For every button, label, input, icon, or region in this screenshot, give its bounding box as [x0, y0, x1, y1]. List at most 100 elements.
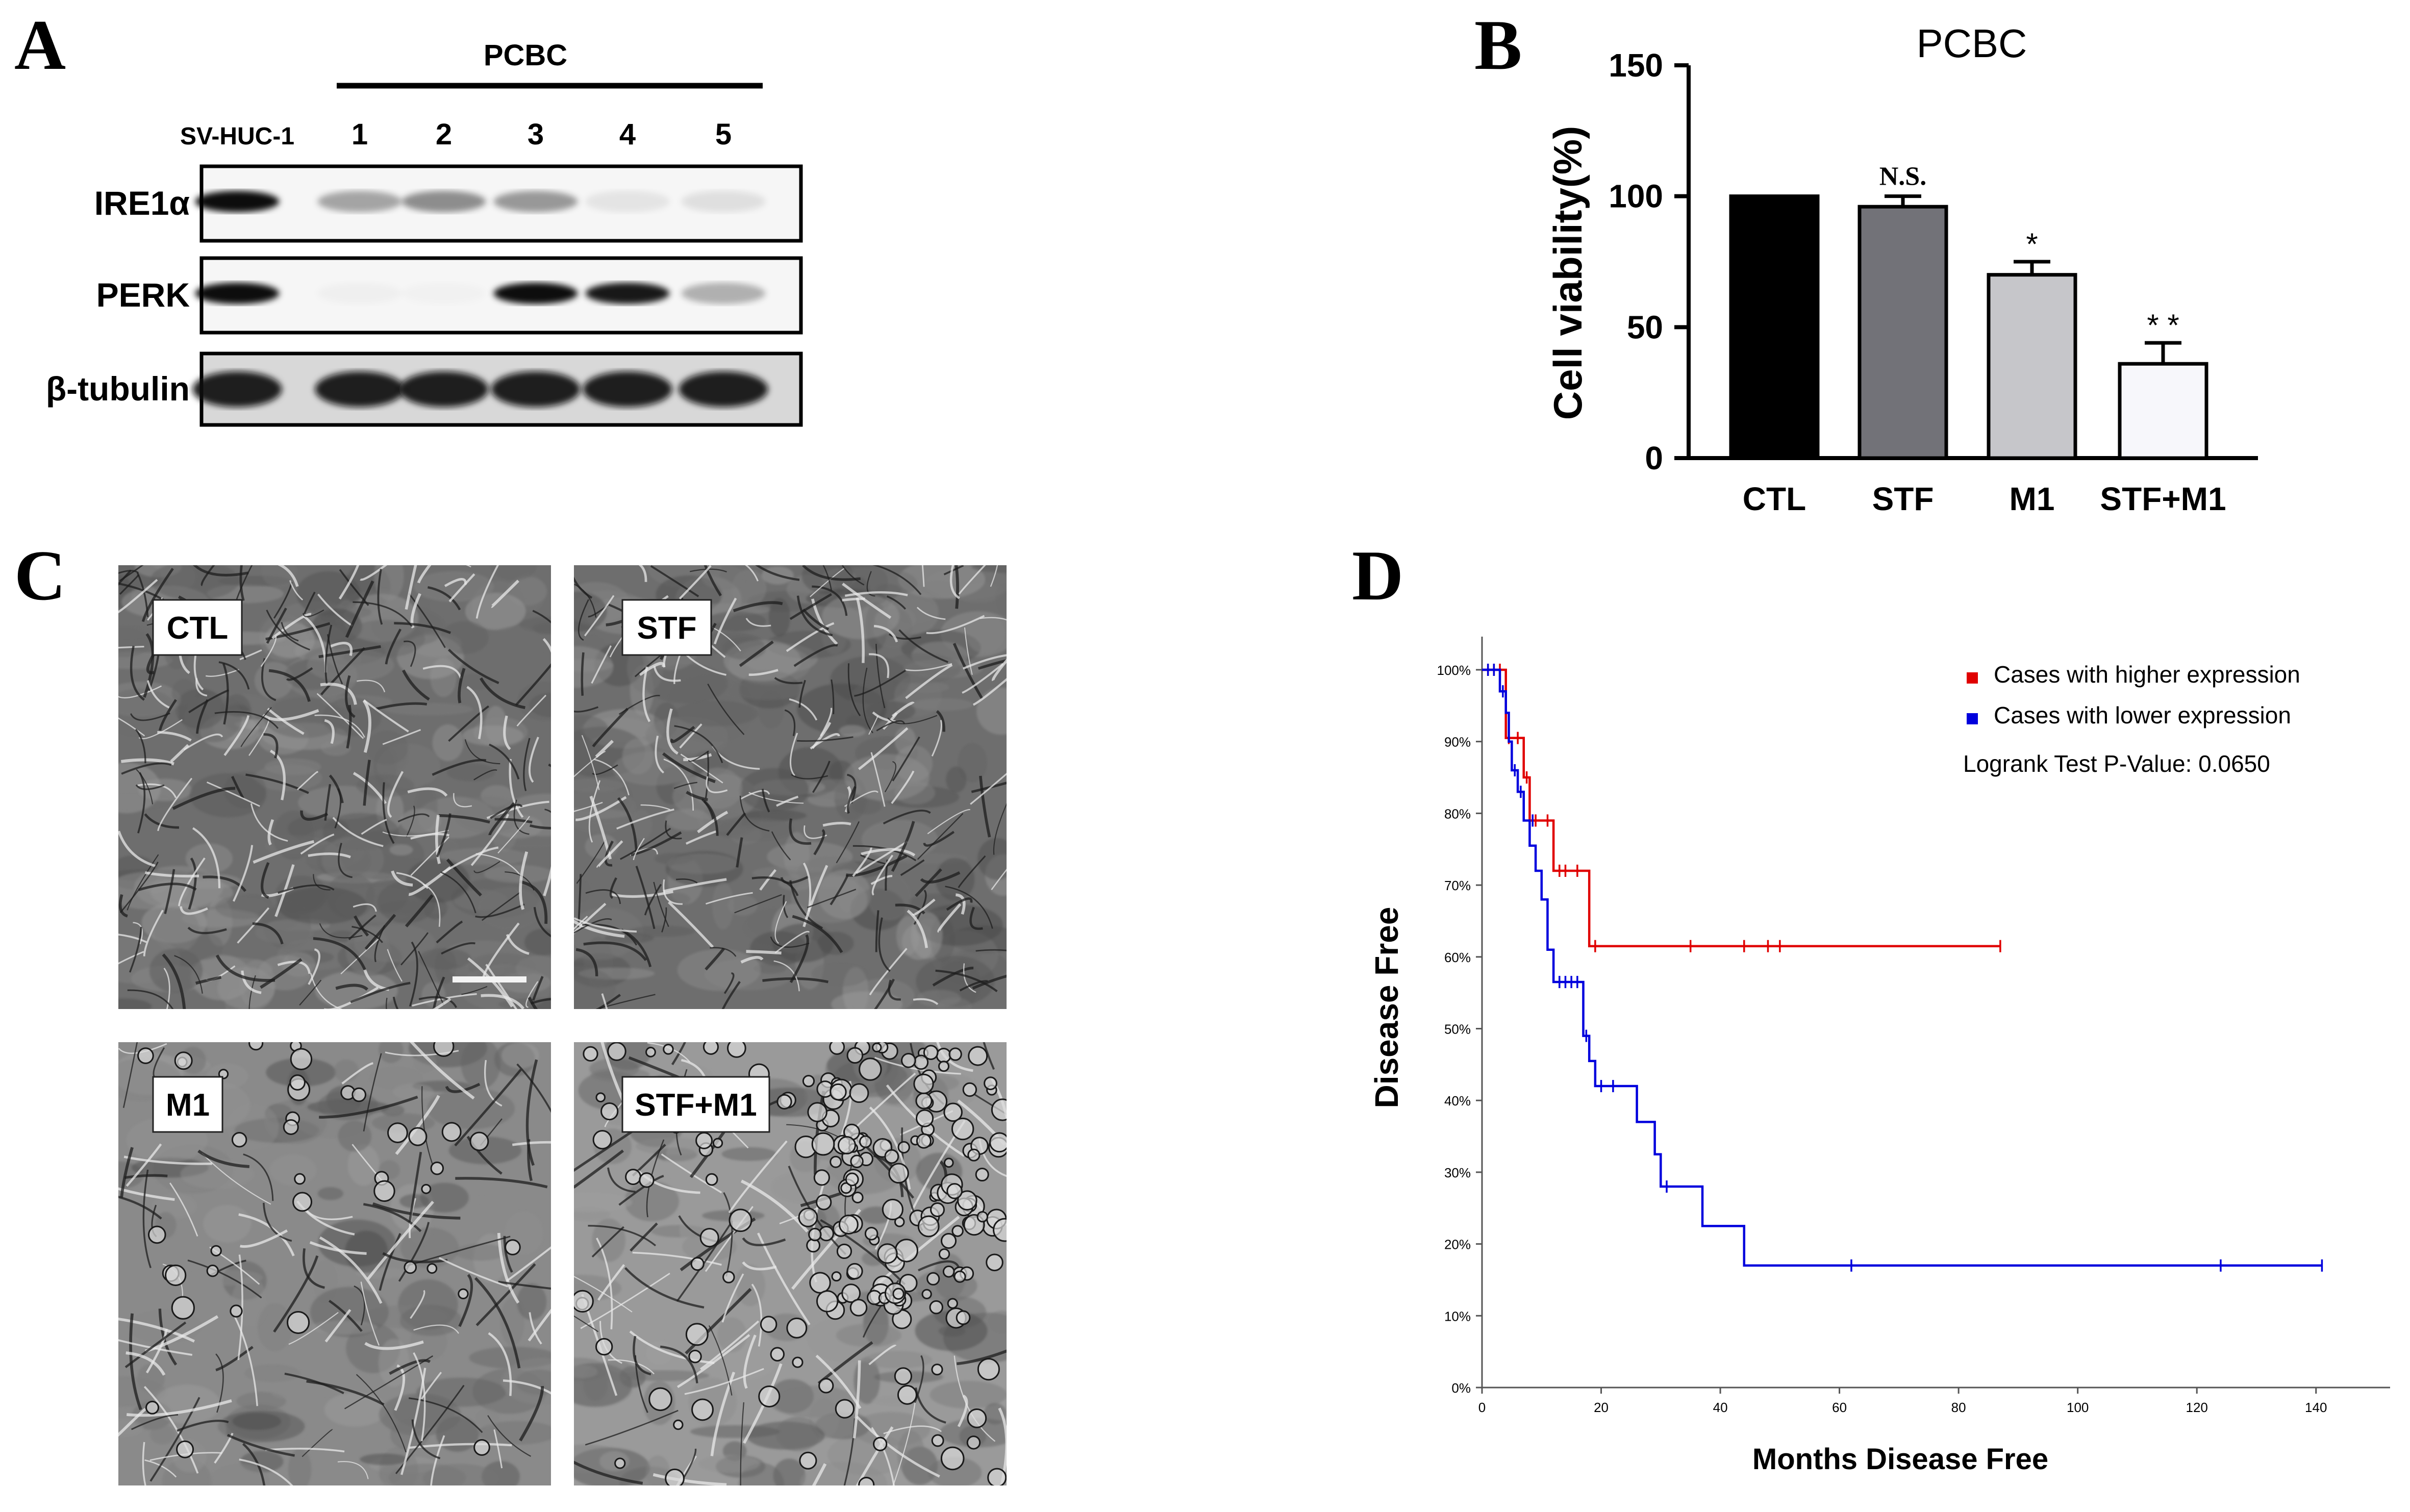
cell-process: [125, 1143, 162, 1187]
chart-b-significance: *: [2026, 227, 2038, 261]
cell-process: [574, 917, 637, 933]
cell-process: [842, 583, 892, 619]
cell-process: [532, 976, 544, 1001]
cell-process: [931, 720, 942, 757]
cell-process: [271, 613, 312, 640]
chart-d-xtick-label: 40: [1713, 1400, 1728, 1415]
rounded-cell: [968, 1046, 988, 1066]
micrograph-texture: [338, 1120, 372, 1152]
cell-process: [127, 989, 174, 1009]
cell-process: [958, 565, 986, 595]
rounded-cell: [210, 1245, 222, 1257]
cell-process: [748, 669, 779, 676]
cell-process: [475, 903, 525, 918]
rounded-cell: [877, 1243, 898, 1264]
cell-process: [957, 1349, 1007, 1366]
rounded-cell: [845, 1172, 859, 1187]
cell-process: [498, 1280, 551, 1290]
cell-process: [461, 986, 488, 995]
cell-process: [329, 774, 344, 803]
cell-process: [918, 1260, 960, 1272]
rounded-cell: [864, 1227, 878, 1241]
cell-process: [665, 820, 682, 840]
rounded-cell: [986, 1253, 1003, 1272]
pcbc-group-label: PCBC: [484, 39, 567, 72]
rounded-cell: [931, 1364, 943, 1376]
cell-process: [745, 618, 771, 627]
micrograph-texture: [750, 931, 808, 966]
cell-process: [528, 737, 539, 783]
chart-d-legend: Cases with higher expression Cases with l…: [1967, 661, 2300, 728]
chart-b-bar: [1857, 205, 1948, 460]
cell-process: [386, 997, 388, 1009]
chart-b-ytick-label: 0: [1645, 440, 1663, 476]
cell-process: [740, 955, 764, 964]
rounded-cell: [900, 1053, 916, 1068]
cell-process: [574, 902, 607, 935]
micrograph-texture: [462, 725, 523, 746]
cell-process: [616, 808, 674, 830]
cell-process: [337, 1461, 369, 1479]
micrograph-texture: [881, 653, 961, 684]
cell-process: [802, 862, 812, 912]
micrograph-texture: [314, 970, 398, 1009]
micrograph-texture: [831, 991, 903, 1009]
micrograph-texture: [945, 766, 967, 793]
chart-b-bar: [1987, 273, 2077, 460]
cell-process: [162, 953, 186, 1009]
rounded-cell: [831, 1271, 842, 1282]
cell-process: [197, 1149, 250, 1168]
rounded-cell: [404, 1261, 417, 1274]
cell-process: [353, 903, 377, 912]
row-labels: IRE1α PERK β-tubulin: [46, 184, 190, 408]
cell-process: [418, 996, 458, 1009]
chart-d-ylabel: Disease Free: [1368, 907, 1405, 1108]
blot-strips: [192, 164, 803, 427]
rounded-cell: [849, 1083, 869, 1103]
rounded-cell: [940, 1232, 957, 1249]
micrograph-texture: [118, 1419, 144, 1437]
cell-process: [675, 878, 698, 884]
rounded-cell: [408, 1127, 428, 1146]
cell-process: [674, 725, 723, 764]
blot-band: [401, 191, 486, 212]
cell-process: [237, 1254, 243, 1360]
cell-process: [453, 793, 472, 808]
cell-process: [650, 565, 699, 597]
cell-process: [734, 894, 782, 914]
cell-process: [584, 595, 615, 637]
cell-process: [433, 976, 445, 1009]
cell-process: [278, 565, 299, 587]
cell-process: [240, 707, 272, 747]
cell-process: [789, 818, 812, 845]
cell-process: [710, 947, 737, 957]
cell-process: [407, 787, 448, 797]
cell-process: [303, 609, 324, 617]
cell-process: [408, 593, 446, 648]
cell-process: [260, 636, 277, 667]
micrograph-texture: [418, 948, 471, 970]
rounded-cell: [373, 1180, 395, 1202]
rounded-cell: [776, 1094, 792, 1110]
micrograph-texture: [413, 571, 494, 602]
rounded-cell: [729, 1208, 752, 1232]
panel-letter-a: A: [14, 6, 66, 85]
cell-process: [338, 843, 353, 878]
micrograph-texture: [118, 998, 152, 1009]
cell-process: [898, 629, 948, 663]
cell-process: [262, 709, 319, 721]
rounded-cell: [691, 1398, 714, 1421]
cell-process: [739, 795, 770, 832]
rounded-cell: [798, 1207, 818, 1227]
cell-process: [776, 795, 799, 807]
rounded-cell: [176, 1440, 194, 1458]
micrograph-texture: [154, 1384, 221, 1424]
rounded-cell: [690, 1257, 705, 1271]
cell-process: [320, 683, 357, 705]
cell-process: [721, 1273, 744, 1323]
rounded-cell: [841, 1283, 861, 1303]
blot-band: [317, 191, 402, 212]
rounded-cell: [923, 1045, 939, 1060]
lane-label: 5: [715, 118, 732, 151]
cell-process: [868, 653, 890, 678]
